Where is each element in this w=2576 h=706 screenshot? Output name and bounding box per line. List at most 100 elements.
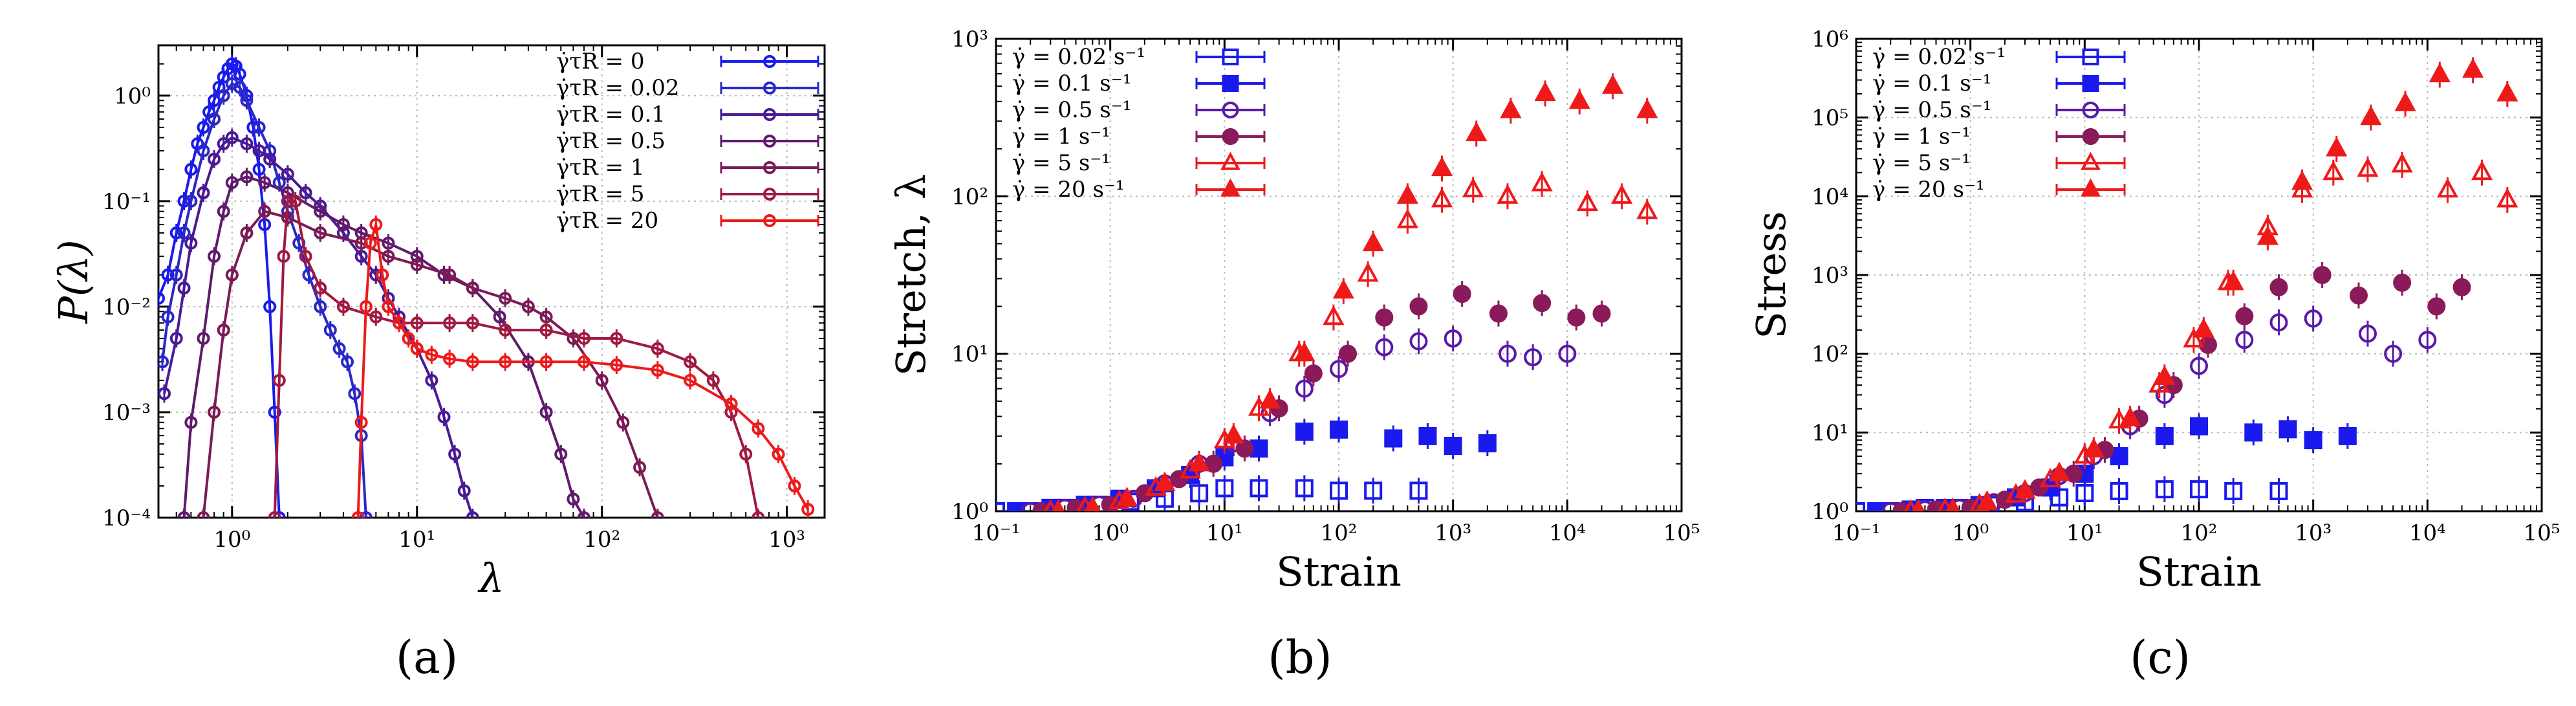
- xlabel-b: Strain: [1276, 548, 1402, 595]
- data-point-b-1-0: [1007, 502, 1026, 511]
- legend-marker-a-1: [763, 82, 776, 94]
- tick-label-x-a-1: 10¹: [398, 527, 435, 553]
- legend-marker-a-6: [763, 214, 776, 227]
- legend-label-a-3: γ̇τR = 0.5: [556, 128, 666, 154]
- tick-label-x-a-0: 10⁰: [213, 527, 250, 553]
- tick-label-x-a-2: 10²: [583, 527, 620, 553]
- data-point-a-2-12: [299, 186, 312, 199]
- legend-marker-c-4: [2081, 151, 2101, 170]
- data-point-a-6-21: [772, 447, 785, 461]
- data-point-b-4-9: [1357, 262, 1379, 282]
- data-point-a-2-3: [184, 236, 198, 250]
- data-point-b-5-17: [1636, 98, 1658, 118]
- data-point-a-2-22: [448, 447, 462, 461]
- tick-label-y-c-0: 10⁰: [1812, 499, 1848, 525]
- data-point-a-5-16: [610, 331, 623, 345]
- data-point-a-4-7: [314, 226, 327, 239]
- data-point-a-1-5: [197, 144, 210, 158]
- legend-label-c-5: γ̇ = 20 s⁻¹: [1872, 177, 1985, 203]
- legend-label-b-1: γ̇ = 0.1 s⁻¹: [1012, 71, 1131, 96]
- data-point-b-2-11: [1409, 332, 1428, 351]
- data-point-a-3-19: [554, 447, 568, 461]
- data-point-a-3-5: [225, 176, 239, 190]
- panel-label-b: (b): [1268, 631, 1332, 684]
- ylabel-b: Stretch, λ: [887, 174, 935, 376]
- data-point-a-2-5: [208, 152, 221, 166]
- data-point-a-2-8: [240, 137, 254, 151]
- data-point-a-4-18: [616, 415, 630, 429]
- xlabel-c: Strain: [2136, 548, 2262, 595]
- tick-label-x-c-1: 10⁰: [1952, 520, 1989, 546]
- series-a-2: [158, 128, 479, 518]
- data-point-c-5-13: [2360, 105, 2382, 126]
- data-point-c-4-17: [2496, 188, 2518, 208]
- data-point-b-5-11: [1431, 156, 1453, 177]
- data-point-b-0-7: [1215, 479, 1234, 498]
- tick-label-y-b-3: 10³: [951, 27, 988, 52]
- data-point-a-6-1: [354, 415, 368, 429]
- data-point-a-5-6: [314, 281, 327, 295]
- data-point-a-6-15: [577, 355, 590, 369]
- legend-label-b-4: γ̇ = 5 s⁻¹: [1012, 150, 1110, 176]
- legend-marker-a-5: [763, 188, 776, 201]
- chart-panel-c: 10⁻¹ 10⁰ 10¹ 10² 10³ 10⁴ 10⁵10⁰10¹10²10³10⁴10⁵…: [1748, 27, 2560, 595]
- data-point-c-4-14: [2391, 153, 2413, 173]
- data-point-c-3-11: [2269, 278, 2288, 296]
- data-point-a-6-6: [382, 300, 395, 313]
- data-point-a-3-9: [314, 204, 327, 218]
- data-point-b-3-10: [1375, 308, 1394, 327]
- data-point-a-0-20: [268, 405, 281, 419]
- data-point-c-1-12: [2304, 431, 2322, 450]
- data-point-a-1-2: [169, 268, 183, 281]
- data-point-a-4-13: [499, 291, 512, 305]
- data-point-b-3-8: [1304, 364, 1323, 383]
- tick-label-x-c-5: 10⁴: [2409, 520, 2446, 546]
- data-point-a-3-1: [184, 415, 198, 429]
- data-point-a-6-5: [376, 268, 389, 281]
- data-point-c-4-8: [2183, 327, 2205, 347]
- axes-frame-a: [157, 44, 826, 519]
- ylabel-c: Stress: [1748, 211, 1795, 338]
- panel-label-a: (a): [396, 631, 458, 684]
- tick-label-y-a-3: 10⁻¹: [102, 189, 151, 215]
- chart-panel-a: 10⁰ 10¹ 10² 10³ 10⁻⁴ 10⁻³ 10⁻² 10⁻¹ 10⁰ λ P(λ) γ̇τR…: [50, 44, 826, 602]
- data-point-c-5-14: [2394, 91, 2416, 111]
- data-point-b-3-14: [1533, 294, 1552, 313]
- data-point-a-5-0: [268, 511, 281, 518]
- data-point-b-5-3: [1154, 471, 1176, 491]
- data-point-a-1-21: [348, 387, 362, 401]
- data-point-a-2-10: [263, 152, 277, 166]
- data-point-b-0-6: [1190, 484, 1209, 503]
- data-point-b-3-1: [1066, 498, 1085, 511]
- legend-marker-b-0: [1222, 49, 1239, 65]
- data-point-c-5-16: [2462, 58, 2484, 78]
- data-point-a-1-18: [323, 324, 337, 337]
- data-point-a-5-2: [277, 250, 290, 263]
- data-point-a-6-13: [499, 355, 512, 369]
- data-point-a-0-0: [158, 291, 165, 305]
- data-point-b-5-4: [1188, 452, 1210, 472]
- data-point-a-3-21: [577, 511, 590, 518]
- data-point-c-4-15: [2436, 178, 2459, 198]
- data-point-a-5-3: [281, 194, 294, 208]
- chart-panel-b: 10⁻¹ 10⁰ 10¹ 10² 10³ 10⁴ 10⁵10⁰10¹10²10³Strain…: [887, 27, 1700, 595]
- tick-label-y-b-2: 10²: [951, 184, 988, 210]
- tick-label-x-b-3: 10²: [1321, 520, 1358, 546]
- data-point-a-1-20: [341, 355, 354, 369]
- tick-label-x-b-5: 10⁴: [1549, 520, 1586, 546]
- series-b-5: [1051, 73, 1658, 511]
- legend-label-a-4: γ̇τR = 1: [556, 155, 644, 181]
- data-point-a-4-0: [197, 511, 210, 518]
- data-point-c-5-2: [1976, 490, 1998, 510]
- data-point-a-0-6: [197, 120, 210, 134]
- data-point-a-6-11: [443, 352, 457, 366]
- data-point-c-2-14: [2384, 344, 2403, 363]
- data-point-c-0-9: [2155, 480, 2174, 499]
- data-point-c-2-9: [2190, 357, 2208, 375]
- panel-label-c: (c): [2130, 631, 2191, 684]
- tick-label-y-a-2: 10⁻²: [102, 294, 151, 320]
- data-point-a-4-10: [410, 258, 424, 272]
- legend-marker-b-4: [1220, 151, 1240, 170]
- data-point-a-2-24: [466, 511, 479, 518]
- data-point-b-5-8: [1332, 279, 1354, 299]
